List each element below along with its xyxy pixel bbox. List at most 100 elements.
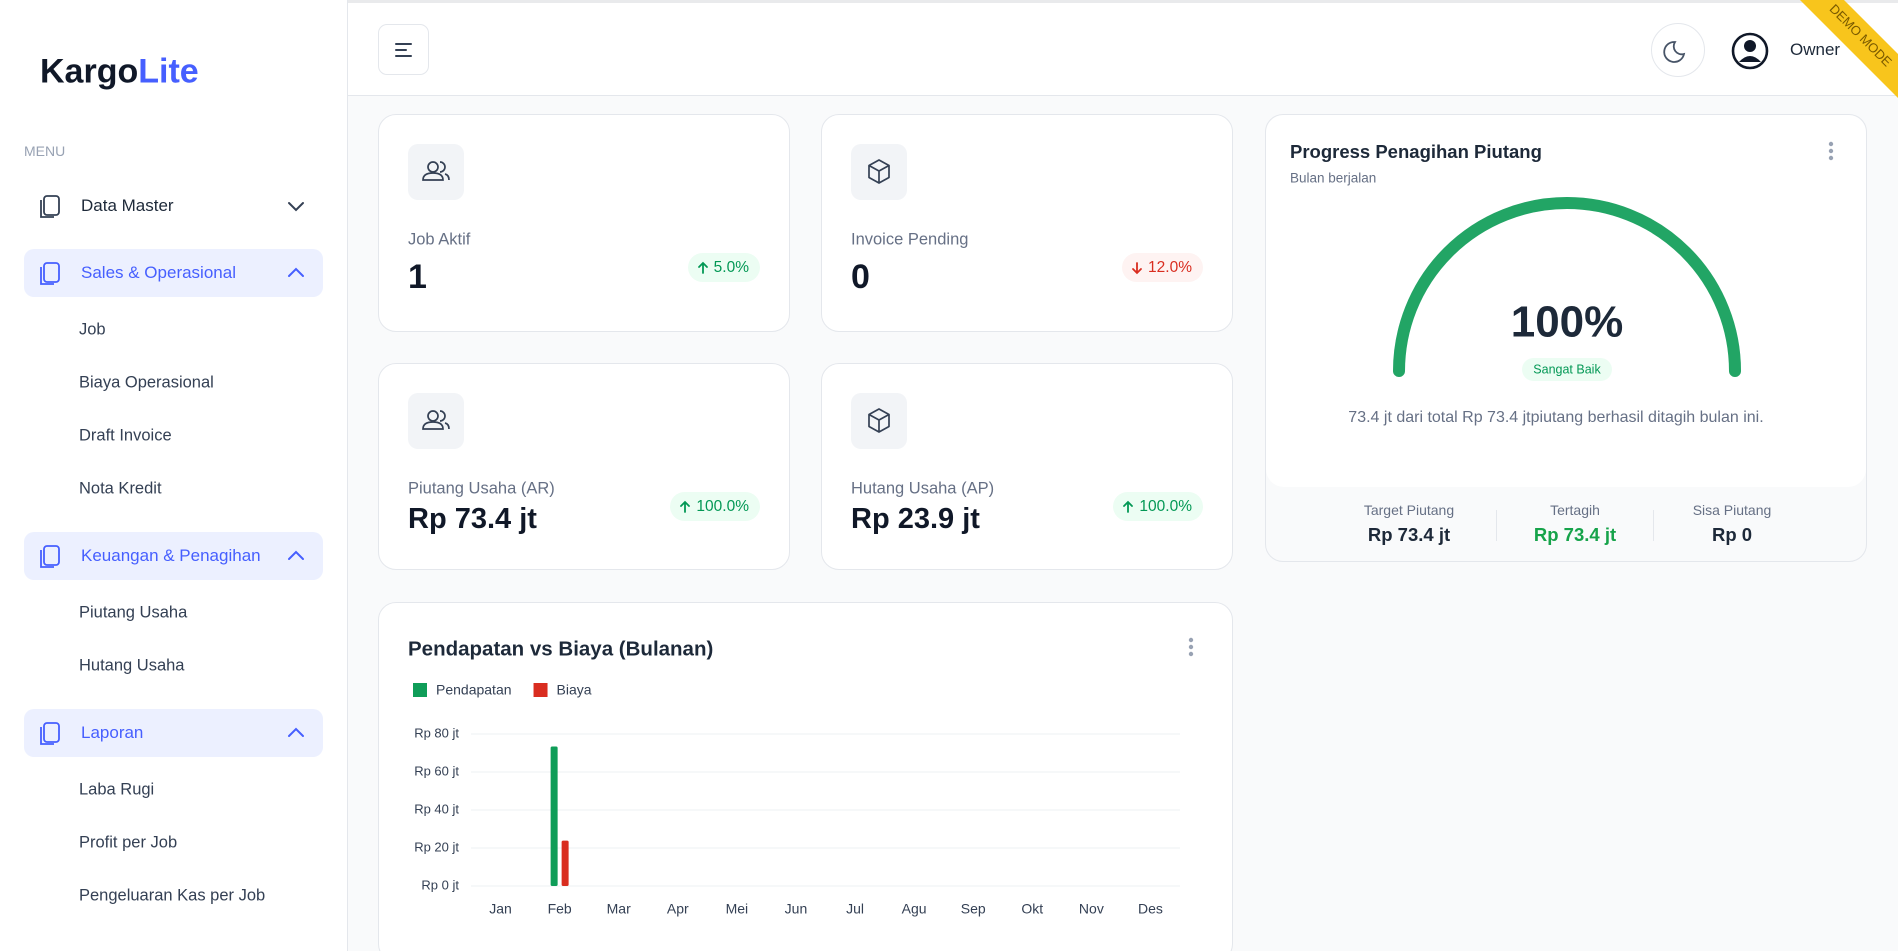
- chevron-line: [288, 727, 304, 737]
- gauge-status: Sangat Baik: [1533, 362, 1601, 376]
- stat-divider: [1496, 510, 1497, 541]
- more-menu[interactable]: [1828, 141, 1834, 161]
- menu-item[interactable]: Hutang Usaha: [79, 656, 185, 675]
- arrow-shape: [680, 500, 691, 513]
- arrow-shape: [1123, 500, 1134, 513]
- stat-card: Piutang Usaha (AR) Rp 73.4 jt 100.0%: [378, 363, 790, 570]
- user-name[interactable]: Owner: [1790, 40, 1841, 59]
- icon-shape: [868, 408, 890, 433]
- icon-shape: [43, 722, 60, 743]
- icon-shape: [43, 545, 60, 566]
- menu-item[interactable]: Piutang Usaha: [79, 603, 188, 622]
- icon-shape: [868, 159, 890, 184]
- bar-chart-card: Pendapatan vs Biaya (Bulanan) Pendapatan B…: [378, 602, 1233, 951]
- menu-icon: [395, 43, 412, 57]
- dot: [1828, 141, 1834, 147]
- icon-shape: [439, 161, 450, 181]
- menu-item[interactable]: Biaya Operasional: [79, 373, 214, 392]
- y-tick-label: Rp 80 jt: [414, 725, 459, 740]
- x-tick-label: Feb: [548, 901, 572, 917]
- menu-icon: [40, 195, 60, 218]
- legend-swatch: [533, 683, 548, 697]
- card-value: Rp 23.9 jt: [851, 503, 980, 535]
- y-tick-label: Rp 0 jt: [421, 877, 459, 892]
- menu-group[interactable]: Sales & Operasional: [24, 249, 323, 297]
- change-value: 5.0%: [713, 258, 749, 276]
- menu-icon: [40, 722, 60, 745]
- bar-chart: Pendapatan vs Biaya (Bulanan) Pendapatan B…: [408, 637, 1194, 917]
- menu-icon: [40, 545, 60, 568]
- legend-swatch: [413, 683, 427, 697]
- stat-card: Hutang Usaha (AP) Rp 23.9 jt 100.0%: [821, 363, 1233, 570]
- menu-icon: [40, 262, 60, 285]
- card-value: 0: [851, 258, 870, 296]
- x-tick-label: Apr: [667, 901, 689, 917]
- menu-group[interactable]: Laporan: [24, 709, 323, 757]
- chart-title: Pendapatan vs Biaya (Bulanan): [408, 637, 713, 660]
- stat-divider: [1653, 510, 1654, 541]
- logo[interactable]: KargoLite: [40, 53, 199, 92]
- menu-item[interactable]: Laba Rugi: [79, 780, 155, 799]
- header: [348, 0, 1898, 96]
- change-value: 100.0%: [696, 497, 749, 515]
- icon-shape: [439, 410, 450, 430]
- card-label: Piutang Usaha (AR): [408, 479, 555, 498]
- icon-shape: [43, 195, 60, 216]
- card-icon: [408, 144, 464, 200]
- x-tick-label: Agu: [902, 901, 927, 917]
- menu-item[interactable]: Nota Kredit: [79, 479, 162, 498]
- bar: [550, 746, 558, 886]
- gauge-note: 73.4 jt dari total Rp 73.4 jtpiutang ber…: [1348, 409, 1764, 426]
- avatar-icon: [1731, 32, 1769, 70]
- menu-group-label: Data Master: [81, 196, 174, 215]
- menu-item[interactable]: Job: [79, 320, 106, 339]
- menu-item[interactable]: Profit per Job: [79, 833, 178, 852]
- logo-accent: Lite: [138, 52, 199, 91]
- x-tick-label: Jun: [785, 901, 808, 917]
- stat-label: Sisa Piutang: [1692, 502, 1772, 518]
- icon-shape: [422, 172, 444, 181]
- menu-group[interactable]: Keuangan & Penagihan: [24, 532, 323, 580]
- chevron-line: [288, 550, 304, 560]
- menu-toggle[interactable]: [378, 24, 429, 75]
- chevron[interactable]: [286, 723, 306, 743]
- stat-card: Invoice Pending 0 12.0%: [821, 114, 1233, 332]
- demo-ribbon: DEMO MODE: [1800, 0, 1898, 98]
- sidebar: KargoLite MENU Data Master Sales & Operas…: [0, 0, 348, 951]
- menu-group[interactable]: Data Master: [24, 182, 323, 230]
- gauge-card: Progress Penagihan Piutang Bulan berjalan…: [1265, 114, 1867, 562]
- stat-label: Target Piutang: [1363, 502, 1455, 518]
- chevron[interactable]: [286, 196, 306, 216]
- x-tick-label: Sep: [961, 901, 986, 917]
- icon-shape: [43, 262, 60, 283]
- y-tick-label: Rp 20 jt: [414, 839, 459, 854]
- icon-shape: [427, 410, 439, 422]
- icon: [422, 410, 450, 430]
- menu-group-label: Keuangan & Penagihan: [81, 546, 261, 565]
- gauge-value: 100%: [1511, 298, 1624, 347]
- menu-label: MENU: [24, 143, 66, 159]
- icon-shape: [40, 550, 54, 568]
- x-tick-label: Des: [1138, 901, 1163, 917]
- dot: [1188, 651, 1194, 657]
- y-tick-label: Rp 60 jt: [414, 763, 459, 778]
- card-icon: [851, 393, 907, 449]
- card-label: Hutang Usaha (AP): [851, 479, 995, 498]
- x-tick-label: Mei: [726, 901, 749, 917]
- change-badge: 100.0%: [670, 492, 760, 521]
- card-label: Invoice Pending: [851, 230, 969, 249]
- user-avatar[interactable]: [1730, 31, 1770, 71]
- legend-label[interactable]: Pendapatan: [436, 682, 512, 698]
- icon: [868, 159, 890, 184]
- chevron[interactable]: [286, 546, 306, 566]
- legend-label[interactable]: Biaya: [557, 682, 592, 698]
- dot: [1828, 148, 1834, 154]
- trend-arrow: [1132, 261, 1142, 274]
- icon: [868, 408, 890, 433]
- theme-toggle[interactable]: [1651, 23, 1705, 77]
- change-badge: 5.0%: [687, 253, 760, 282]
- menu-item[interactable]: Pengeluaran Kas per Job: [79, 886, 266, 905]
- more-menu[interactable]: [1188, 637, 1194, 657]
- chevron[interactable]: [286, 263, 306, 283]
- menu-item[interactable]: Draft Invoice: [79, 426, 172, 445]
